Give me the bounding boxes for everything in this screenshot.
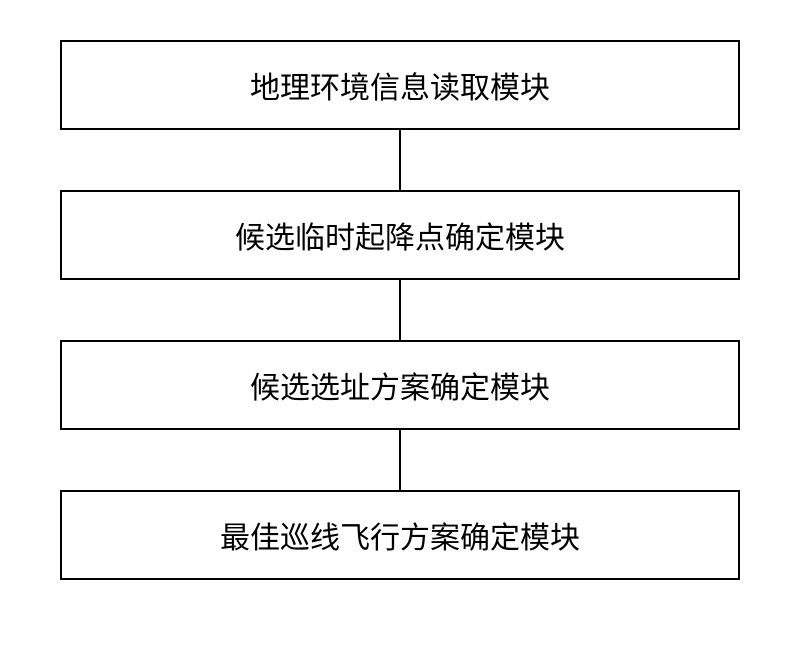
flow-node-label: 地理环境信息读取模块 [250, 63, 550, 107]
flow-node-n2: 候选临时起降点确定模块 [60, 190, 740, 280]
flow-node-label: 候选选址方案确定模块 [250, 363, 550, 407]
flow-connector [399, 130, 401, 190]
flow-node-label: 候选临时起降点确定模块 [235, 213, 565, 257]
flow-node-n1: 地理环境信息读取模块 [60, 40, 740, 130]
flow-connector [399, 430, 401, 490]
flow-node-n4: 最佳巡线飞行方案确定模块 [60, 490, 740, 580]
flow-node-n3: 候选选址方案确定模块 [60, 340, 740, 430]
flow-connector [399, 280, 401, 340]
flowchart-container: 地理环境信息读取模块候选临时起降点确定模块候选选址方案确定模块最佳巡线飞行方案确… [60, 40, 740, 580]
flow-node-label: 最佳巡线飞行方案确定模块 [220, 513, 580, 557]
